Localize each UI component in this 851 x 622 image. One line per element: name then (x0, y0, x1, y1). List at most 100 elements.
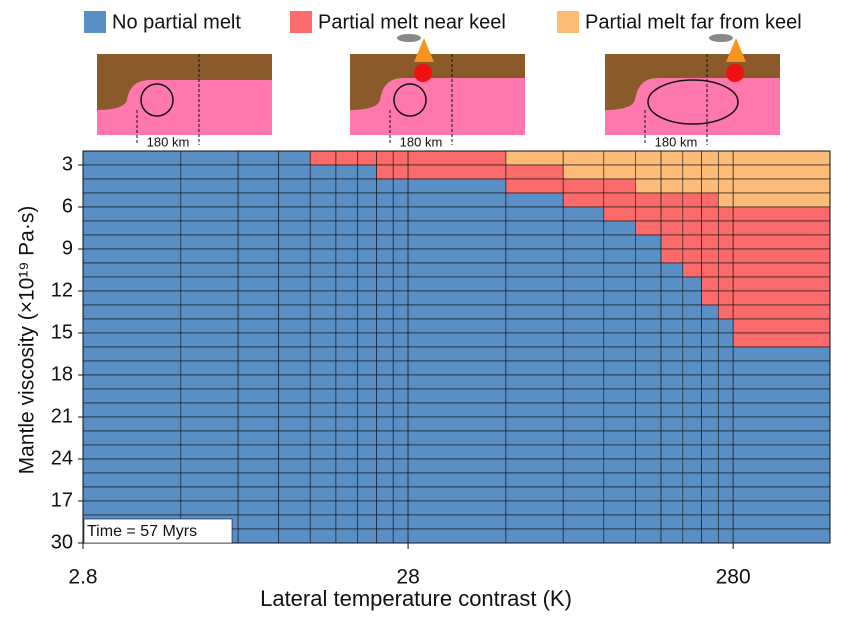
cell (603, 304, 636, 320)
cell (376, 206, 394, 222)
cell (603, 192, 636, 208)
cell (335, 472, 359, 488)
cell (180, 486, 239, 502)
cell (701, 164, 719, 180)
cell (392, 458, 409, 474)
cell (180, 388, 239, 404)
cell (237, 150, 280, 166)
cell (562, 178, 605, 194)
cell (562, 416, 605, 432)
cell (701, 402, 719, 418)
cell (180, 178, 239, 194)
cell (357, 430, 377, 446)
cell (376, 360, 394, 376)
cell (392, 500, 409, 516)
cell (717, 206, 734, 222)
cell (717, 528, 734, 544)
cell (82, 374, 182, 390)
cell (357, 402, 377, 418)
cell (660, 206, 684, 222)
cell (701, 318, 719, 334)
cell (717, 290, 734, 306)
cell (335, 528, 359, 544)
cell (335, 360, 359, 376)
cell (634, 220, 662, 236)
cell (392, 234, 409, 250)
cell (278, 262, 311, 278)
cell (603, 416, 636, 432)
cell (309, 500, 337, 516)
cell (237, 486, 280, 502)
cell (82, 192, 182, 208)
cell (717, 220, 734, 236)
cell (237, 374, 280, 390)
cell (701, 458, 719, 474)
cell (392, 430, 409, 446)
cell (407, 262, 507, 278)
cell (309, 234, 337, 250)
cell (82, 332, 182, 348)
cell (562, 458, 605, 474)
cell (505, 332, 564, 348)
cell (732, 318, 831, 334)
cell (701, 514, 719, 530)
cell (180, 206, 239, 222)
cell (309, 318, 337, 334)
cell (335, 304, 359, 320)
cell (682, 304, 702, 320)
cell (682, 472, 702, 488)
y-tick-label: 18 (51, 363, 73, 385)
cell (603, 318, 636, 334)
cell (660, 472, 684, 488)
cell (660, 528, 684, 544)
cell (660, 458, 684, 474)
cell (357, 514, 377, 530)
cell (732, 290, 831, 306)
cell (335, 318, 359, 334)
legend-swatch (557, 11, 579, 33)
cell (309, 444, 337, 460)
cell (634, 416, 662, 432)
cell (278, 514, 311, 530)
cell (717, 416, 734, 432)
cell (278, 402, 311, 418)
cell (660, 248, 684, 264)
cell (634, 374, 662, 390)
cell (407, 430, 507, 446)
cell (237, 332, 280, 348)
cell (82, 416, 182, 432)
cell (335, 458, 359, 474)
inset-label: 180 km (147, 134, 190, 149)
cell (562, 332, 605, 348)
cell (634, 276, 662, 292)
cell (180, 318, 239, 334)
cell (701, 374, 719, 390)
cell (634, 248, 662, 264)
cell (335, 346, 359, 362)
cell (603, 346, 636, 362)
cell (505, 430, 564, 446)
cell (237, 304, 280, 320)
cell (505, 262, 564, 278)
cell (357, 234, 377, 250)
cell (237, 444, 280, 460)
cell (82, 388, 182, 404)
cell (278, 500, 311, 516)
cell (634, 402, 662, 418)
cell (357, 346, 377, 362)
cell (682, 402, 702, 418)
annotation-box (83, 518, 233, 544)
cell (732, 458, 831, 474)
cell (562, 528, 605, 544)
cell (278, 178, 311, 194)
cell (717, 164, 734, 180)
cell (505, 276, 564, 292)
cell (357, 388, 377, 404)
cell (335, 178, 359, 194)
cell (357, 458, 377, 474)
cell (732, 430, 831, 446)
cell (82, 458, 182, 474)
cell (562, 402, 605, 418)
cell (562, 444, 605, 460)
